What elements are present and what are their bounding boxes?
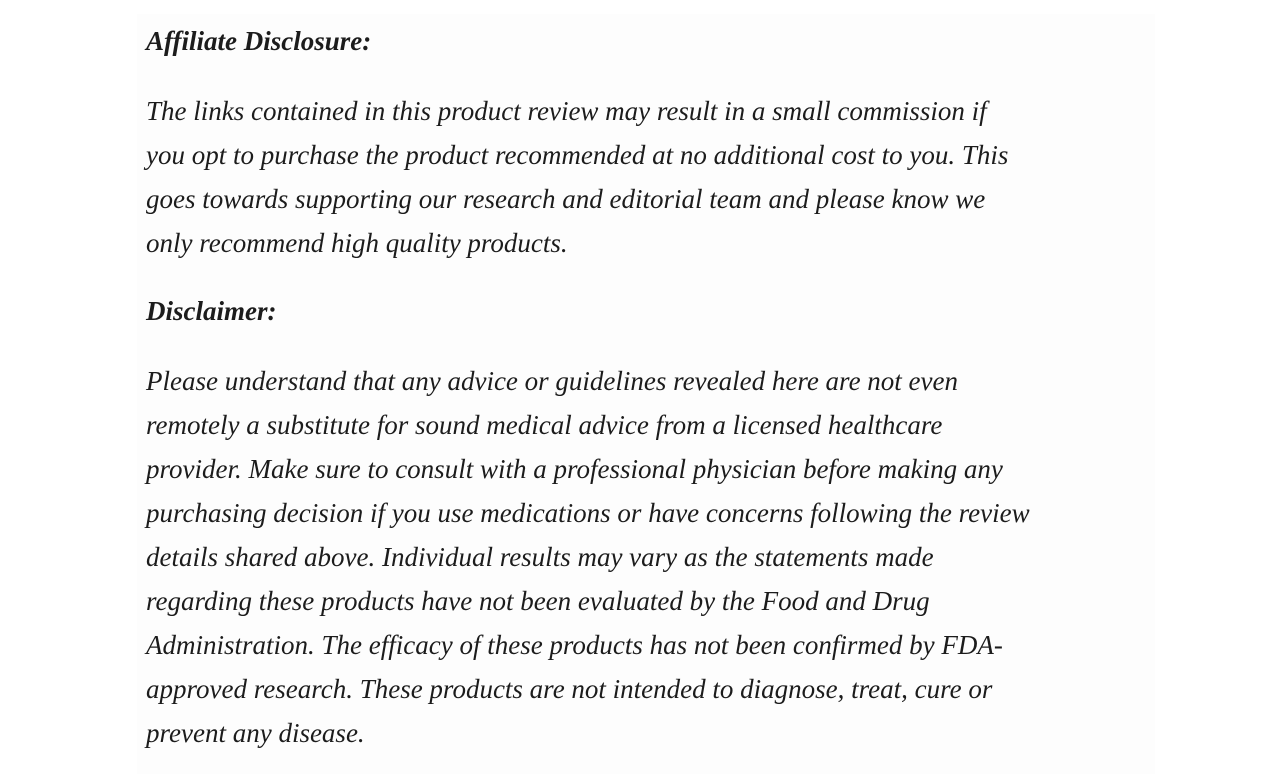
text-line: Please understand that any advice or gui…: [146, 366, 959, 396]
text-line: only recommend high quality products.: [146, 228, 568, 258]
text-line: prevent any disease.: [146, 718, 365, 748]
text-line: Administration. The efficacy of these pr…: [146, 630, 1003, 660]
affiliate-disclosure-text: The links contained in this product revi…: [146, 89, 1008, 265]
disclosure-container: [137, 14, 1155, 774]
text-line: details shared above. Individual results…: [146, 542, 934, 572]
text-line: goes towards supporting our research and…: [146, 184, 986, 214]
text-line: provider. Make sure to consult with a pr…: [146, 454, 1003, 484]
disclaimer-heading: Disclaimer:: [146, 296, 277, 326]
text-line: purchasing decision if you use medicatio…: [146, 498, 1030, 528]
text-line: regarding these products have not been e…: [146, 586, 930, 616]
disclaimer-text: Please understand that any advice or gui…: [146, 359, 1030, 755]
affiliate-disclosure-heading: Affiliate Disclosure:: [146, 26, 372, 56]
text-line: remotely a substitute for sound medical …: [146, 410, 943, 440]
text-line: you opt to purchase the product recommen…: [146, 140, 1009, 170]
text-line: The links contained in this product revi…: [146, 96, 987, 126]
text-line: approved research. These products are no…: [146, 674, 993, 704]
